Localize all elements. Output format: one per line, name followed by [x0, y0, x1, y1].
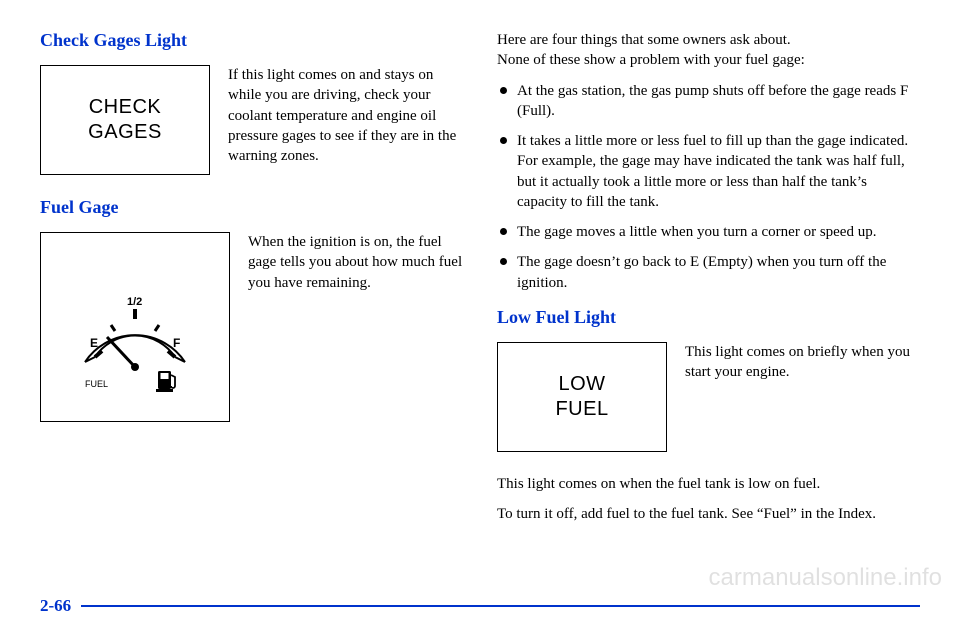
- fuel-gage-text: When the ignition is on, the fuel gage t…: [248, 232, 463, 422]
- page-number: 2-66: [40, 596, 71, 616]
- heading-fuel-gage: Fuel Gage: [40, 197, 463, 218]
- right-column: Here are four things that some owners as…: [497, 30, 920, 534]
- intro-line1: Here are four things that some owners as…: [497, 32, 791, 48]
- check-gages-indicator: CHECK GAGES: [40, 65, 210, 175]
- right-intro: Here are four things that some owners as…: [497, 30, 920, 71]
- low-fuel-para2: To turn it off, add fuel to the fuel tan…: [497, 504, 920, 524]
- page-content: Check Gages Light CHECK GAGES If this li…: [0, 0, 960, 544]
- list-item: The gage moves a little when you turn a …: [497, 222, 920, 242]
- list-item: It takes a little more or less fuel to f…: [497, 131, 920, 212]
- footer-rule: [81, 605, 920, 607]
- indicator-line2: GAGES: [88, 121, 162, 143]
- fuel-gauge-svg: E 1/2 F FUEL: [55, 247, 215, 407]
- list-item: At the gas station, the gas pump shuts o…: [497, 81, 920, 122]
- gauge-label-f: F: [173, 336, 180, 350]
- heading-low-fuel: Low Fuel Light: [497, 307, 920, 328]
- indicator-line1: CHECK: [89, 96, 162, 118]
- fuel-gage-block: E 1/2 F FUEL When the ignition: [40, 232, 463, 422]
- low-fuel-text: This light comes on briefly when you sta…: [685, 342, 920, 452]
- check-gages-block: CHECK GAGES If this light comes on and s…: [40, 65, 463, 175]
- watermark-text: carmanualsonline.info: [709, 564, 942, 592]
- intro-line2: None of these show a problem with your f…: [497, 52, 805, 68]
- indicator-text: LOW FUEL: [555, 372, 608, 422]
- gauge-label-fuel: FUEL: [85, 379, 108, 389]
- indicator-line2: FUEL: [555, 398, 608, 420]
- indicator-text: CHECK GAGES: [88, 95, 162, 145]
- indicator-line1: LOW: [558, 373, 605, 395]
- page-footer: 2-66: [40, 596, 920, 616]
- list-item: The gage doesn’t go back to E (Empty) wh…: [497, 252, 920, 293]
- low-fuel-para1: This light comes on when the fuel tank i…: [497, 474, 920, 494]
- low-fuel-indicator: LOW FUEL: [497, 342, 667, 452]
- heading-check-gages: Check Gages Light: [40, 30, 463, 51]
- gauge-label-e: E: [90, 336, 98, 350]
- low-fuel-block: LOW FUEL This light comes on briefly whe…: [497, 342, 920, 452]
- fuel-gauge-graphic: E 1/2 F FUEL: [40, 232, 230, 422]
- check-gages-text: If this light comes on and stays on whil…: [228, 65, 463, 175]
- bullet-list: At the gas station, the gas pump shuts o…: [497, 81, 920, 293]
- gauge-label-half: 1/2: [127, 296, 142, 308]
- left-column: Check Gages Light CHECK GAGES If this li…: [40, 30, 463, 534]
- fuel-pump-icon: [156, 371, 175, 392]
